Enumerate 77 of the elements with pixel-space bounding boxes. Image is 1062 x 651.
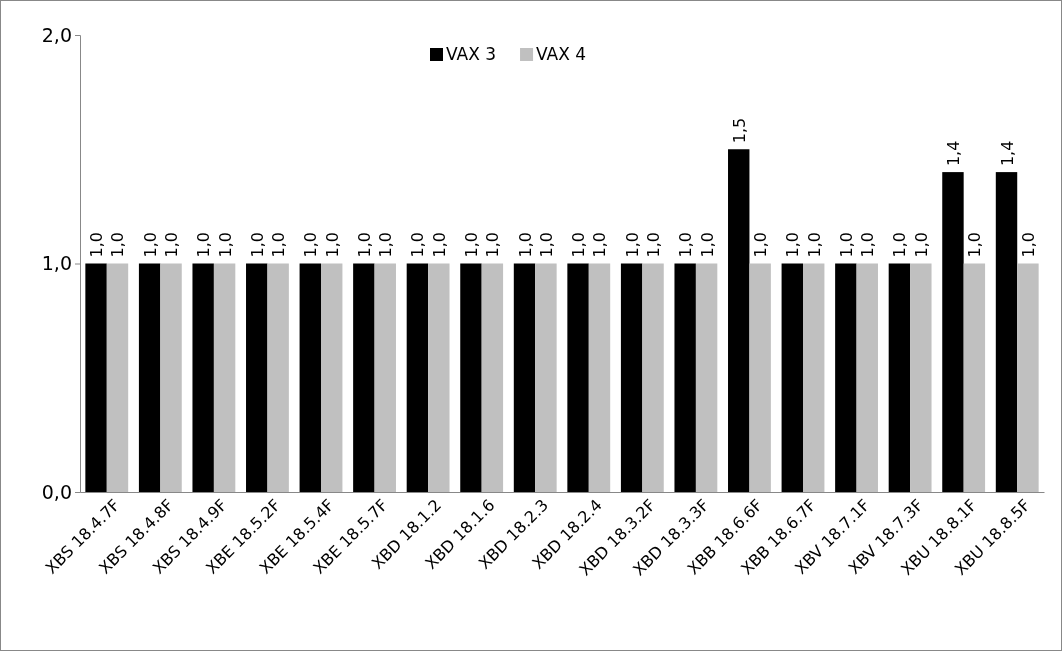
bar bbox=[888, 263, 911, 492]
data-label: 1,0 bbox=[140, 232, 160, 258]
data-label: 1,0 bbox=[836, 232, 856, 258]
bar bbox=[138, 263, 161, 492]
data-label: 1,0 bbox=[162, 232, 182, 258]
bar bbox=[567, 263, 589, 492]
bar bbox=[588, 263, 611, 492]
bar bbox=[620, 263, 643, 492]
bar bbox=[942, 172, 964, 492]
data-label: 1,0 bbox=[108, 232, 128, 258]
data-label: 1,0 bbox=[461, 232, 481, 258]
data-label: 1,0 bbox=[247, 232, 267, 258]
bar bbox=[963, 263, 986, 492]
bar bbox=[374, 263, 396, 492]
data-label: 1,4 bbox=[943, 140, 963, 167]
bar bbox=[246, 263, 268, 492]
data-label: 1,0 bbox=[644, 232, 664, 258]
bar bbox=[835, 263, 857, 492]
data-label: 1,0 bbox=[408, 232, 428, 258]
data-label: 1,4 bbox=[997, 140, 1017, 167]
bar bbox=[428, 263, 450, 492]
bar bbox=[481, 263, 504, 492]
data-label: 1,0 bbox=[376, 232, 396, 258]
y-tick-label: 2,0 bbox=[41, 23, 72, 46]
data-label: 1,0 bbox=[697, 232, 717, 258]
data-label: 1,0 bbox=[354, 232, 374, 258]
data-label: 1,0 bbox=[483, 232, 503, 258]
bar bbox=[460, 263, 482, 492]
bar bbox=[910, 263, 932, 492]
data-label: 1,0 bbox=[676, 232, 696, 258]
bar bbox=[321, 263, 343, 492]
bar bbox=[642, 263, 664, 492]
data-label: 1,0 bbox=[590, 232, 610, 258]
data-label: 1,5 bbox=[729, 117, 749, 144]
data-label: 1,0 bbox=[804, 232, 824, 258]
data-label: 1,0 bbox=[569, 232, 589, 258]
bar bbox=[856, 263, 878, 492]
bar bbox=[535, 263, 557, 492]
bar bbox=[213, 263, 236, 492]
bar bbox=[513, 263, 536, 492]
data-label: 1,0 bbox=[858, 232, 878, 258]
y-tick-label: 0,0 bbox=[41, 480, 72, 503]
data-label: 1,0 bbox=[322, 232, 342, 258]
data-label: 1,0 bbox=[965, 232, 985, 258]
data-label: 1,0 bbox=[751, 232, 771, 258]
bar bbox=[192, 263, 214, 492]
bar bbox=[728, 149, 750, 492]
data-label: 1,0 bbox=[783, 232, 803, 258]
bar bbox=[353, 263, 375, 492]
legend-label: VAX 3 bbox=[446, 44, 497, 64]
bar bbox=[406, 263, 429, 492]
bar bbox=[695, 263, 718, 492]
bar bbox=[674, 263, 696, 492]
data-label: 1,0 bbox=[536, 232, 556, 258]
bar bbox=[299, 263, 321, 492]
bar bbox=[106, 263, 129, 492]
bar bbox=[85, 263, 107, 492]
bar bbox=[995, 172, 1018, 492]
data-label: 1,0 bbox=[429, 232, 449, 258]
data-label: 1,0 bbox=[269, 232, 289, 258]
data-label: 1,0 bbox=[622, 232, 642, 258]
data-label: 1,0 bbox=[87, 232, 107, 258]
data-label: 1,0 bbox=[301, 232, 321, 258]
y-tick-label: 1,0 bbox=[41, 252, 72, 275]
data-label: 1,0 bbox=[215, 232, 235, 258]
data-label: 1,0 bbox=[194, 232, 214, 258]
bar bbox=[749, 263, 771, 492]
bar bbox=[267, 263, 289, 492]
data-label: 1,0 bbox=[890, 232, 910, 258]
legend-label: VAX 4 bbox=[536, 44, 587, 64]
data-label: 1,0 bbox=[1018, 232, 1038, 258]
data-label: 1,0 bbox=[911, 232, 931, 258]
bar bbox=[781, 263, 803, 492]
data-label: 1,0 bbox=[515, 232, 535, 258]
bar bbox=[803, 263, 825, 492]
bar bbox=[1017, 263, 1039, 492]
bar bbox=[160, 263, 182, 492]
